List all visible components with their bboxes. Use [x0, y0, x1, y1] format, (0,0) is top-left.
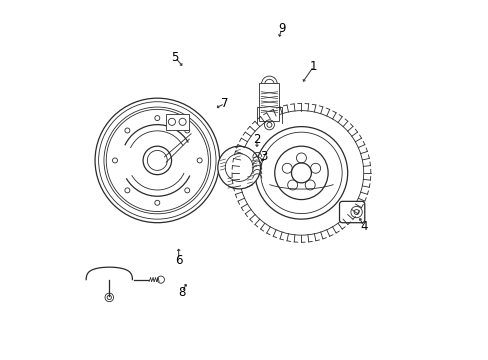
- Text: 5: 5: [171, 51, 179, 64]
- Circle shape: [105, 293, 113, 302]
- Circle shape: [217, 146, 260, 189]
- FancyBboxPatch shape: [339, 201, 364, 223]
- Circle shape: [157, 276, 164, 283]
- Text: 6: 6: [175, 253, 182, 266]
- Circle shape: [168, 118, 175, 125]
- FancyBboxPatch shape: [165, 114, 188, 130]
- Text: 3: 3: [260, 150, 267, 163]
- Text: 8: 8: [178, 285, 185, 298]
- Circle shape: [350, 206, 362, 218]
- Text: 9: 9: [278, 22, 285, 35]
- Circle shape: [179, 118, 186, 125]
- FancyBboxPatch shape: [259, 83, 279, 121]
- Circle shape: [261, 76, 277, 92]
- Text: 7: 7: [221, 97, 228, 110]
- Text: 2: 2: [253, 132, 260, 145]
- Text: 4: 4: [359, 220, 366, 233]
- Text: 1: 1: [309, 60, 317, 73]
